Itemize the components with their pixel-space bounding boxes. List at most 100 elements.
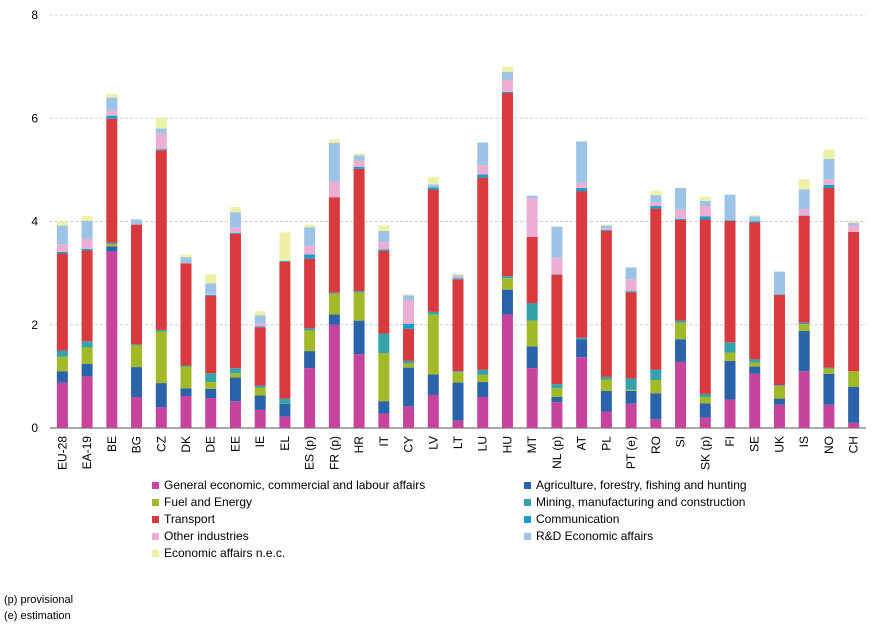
bar-segment xyxy=(724,399,736,428)
bar-segment xyxy=(823,404,835,428)
bar-segment xyxy=(180,388,192,396)
legend-swatch xyxy=(524,515,531,523)
bar-segment xyxy=(403,323,415,329)
bar-segment xyxy=(749,362,761,367)
y-tick-label: 8 xyxy=(31,8,38,22)
bar-segment xyxy=(848,422,860,428)
bar-segment xyxy=(576,182,588,188)
legend-swatch xyxy=(152,515,159,523)
bar-segment xyxy=(304,258,316,329)
bar-segment xyxy=(773,404,785,428)
bar-segment xyxy=(180,366,192,389)
bar-segment xyxy=(229,401,241,428)
bar-segment xyxy=(131,345,143,368)
bar-segment xyxy=(279,232,291,261)
bar-segment xyxy=(600,411,612,428)
x-tick-label: BG xyxy=(130,436,144,453)
x-tick-label: CY xyxy=(402,436,416,453)
bar-segment xyxy=(675,361,687,428)
bar-segment xyxy=(452,276,464,279)
bar-segment xyxy=(823,367,835,369)
bar-segment xyxy=(675,219,687,321)
bar-segment xyxy=(749,222,761,360)
bar-segment xyxy=(81,347,93,364)
bar-segment xyxy=(106,118,118,243)
bar-segment xyxy=(353,168,365,292)
bar-segment xyxy=(477,165,489,175)
bar-segment xyxy=(205,382,217,389)
bar-segment xyxy=(81,220,93,240)
bar-segment xyxy=(106,244,118,247)
x-tick-label: IE xyxy=(253,436,267,447)
legend-swatch xyxy=(152,481,159,489)
bar-segment xyxy=(205,274,217,284)
bar-segment xyxy=(625,403,637,428)
bar-segment xyxy=(477,174,489,178)
bar-segment xyxy=(205,283,217,294)
bar-segment xyxy=(155,383,167,408)
bar-segment xyxy=(403,360,415,364)
bar-segment xyxy=(501,79,513,92)
bar-segment xyxy=(452,372,464,383)
bar-segment xyxy=(205,294,217,296)
bar-segment xyxy=(452,275,464,277)
x-tick-label: SK (p) xyxy=(698,436,712,470)
footnote-estimation: (e) estimation xyxy=(4,610,71,622)
bar-segment xyxy=(106,93,118,98)
bar-segment xyxy=(773,385,785,387)
x-tick-label: IS xyxy=(797,436,811,447)
bar-segment xyxy=(501,314,513,428)
bar-segment xyxy=(56,253,68,351)
bar-segment xyxy=(773,271,785,295)
x-tick-label: DE xyxy=(204,436,218,453)
bar-segment xyxy=(56,350,68,357)
bar-segment xyxy=(848,371,860,387)
x-tick-label: NO xyxy=(822,436,836,454)
legend-swatch xyxy=(152,532,159,540)
bar-segment xyxy=(378,250,390,334)
bar-segment xyxy=(551,402,563,428)
bar-segment xyxy=(823,373,835,405)
bar-segment xyxy=(254,323,266,327)
bar-segment xyxy=(155,133,167,150)
x-tick-label: CH xyxy=(847,436,861,453)
legend-label: Fuel and Energy xyxy=(164,495,253,509)
bar-segment xyxy=(180,395,192,428)
bar-segment xyxy=(205,295,217,374)
bar-segment xyxy=(724,220,736,343)
bar-segment xyxy=(625,378,637,390)
bar-segment xyxy=(56,371,68,383)
bar-segment xyxy=(749,216,761,222)
bar-segment xyxy=(600,376,612,380)
bar-segment xyxy=(378,242,390,250)
bar-segment xyxy=(328,143,340,182)
bar-segment xyxy=(229,227,241,233)
bar-segment xyxy=(848,386,860,423)
bar-segment xyxy=(155,331,167,384)
legend-item: Transport xyxy=(152,512,215,526)
x-tick-label: ES (p) xyxy=(303,436,317,470)
bar-segment xyxy=(600,225,612,229)
x-tick-label: PL xyxy=(599,436,613,451)
bar-segment xyxy=(650,379,662,394)
bar-segment xyxy=(279,416,291,428)
bar-segment xyxy=(650,195,662,203)
y-axis-tick-labels: 0 2 4 6 8 xyxy=(31,8,38,435)
bar-segment xyxy=(798,189,810,210)
x-axis-tick-labels: EU-28 EA-19 BE BG CZ DK DE EE IE EL ES (p) FR (p) HR… xyxy=(55,435,860,470)
bar-segment xyxy=(131,224,143,345)
bar-segment xyxy=(675,322,687,340)
x-tick-label: LU xyxy=(476,436,490,451)
bar-segment xyxy=(551,274,563,275)
bar-segment xyxy=(254,311,266,316)
bar-segment xyxy=(403,295,415,301)
bar-segment xyxy=(131,367,143,398)
bar-segment xyxy=(403,328,415,361)
bar-segment xyxy=(675,218,687,220)
bar-segment xyxy=(452,278,464,280)
bar-segment xyxy=(155,128,167,134)
bar-segment xyxy=(823,184,835,188)
bar-segment xyxy=(477,369,489,375)
x-tick-label: SE xyxy=(748,436,762,452)
bar-segment xyxy=(229,368,241,374)
